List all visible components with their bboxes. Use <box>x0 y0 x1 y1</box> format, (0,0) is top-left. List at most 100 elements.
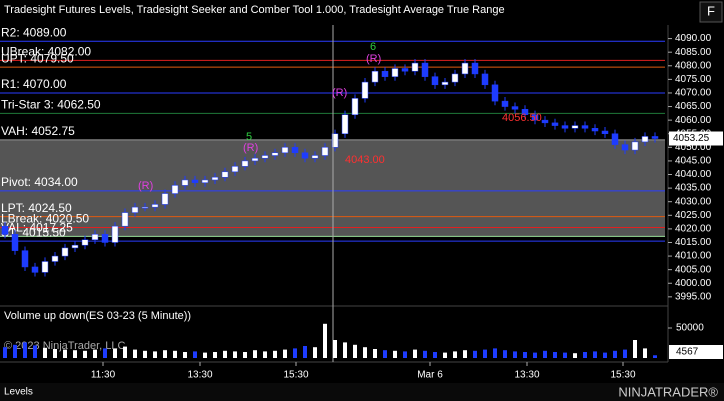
y-tick-label: 4060.00 <box>675 115 712 126</box>
y-tick-label: 4085.00 <box>675 47 712 58</box>
y-tick-label: 4050.00 <box>675 142 712 153</box>
volume-bar <box>543 350 547 358</box>
candle-body <box>601 130 609 134</box>
candle-body <box>271 152 279 156</box>
candle-body <box>331 133 339 148</box>
tab[interactable]: Levels <box>4 387 33 398</box>
volume-bar <box>263 351 267 358</box>
volume-bar <box>473 350 477 358</box>
volume-bar <box>93 349 97 358</box>
candle-body <box>591 128 599 132</box>
volume-bar <box>353 344 357 358</box>
volume-bar <box>223 350 227 358</box>
last-volume: 4567 <box>676 347 699 358</box>
candle-body <box>171 185 179 194</box>
candle-body <box>21 250 29 268</box>
y-tick-label: 4070.00 <box>675 88 712 99</box>
level-label: Pivot: 4034.00 <box>1 175 78 189</box>
level-label: R2: 4089.00 <box>1 25 67 39</box>
volume-bar <box>643 348 647 358</box>
candle-body <box>281 147 289 154</box>
candle-body <box>141 206 149 209</box>
tab-strip <box>0 383 724 401</box>
volume-bar <box>533 352 537 358</box>
candle-body <box>221 171 229 178</box>
volume-bar <box>423 350 427 358</box>
annotation: (R) <box>332 87 347 99</box>
volume-bar <box>583 352 587 358</box>
level-label: VAH: 4052.75 <box>1 124 75 138</box>
candle-body <box>91 234 99 241</box>
volume-bar <box>403 351 407 358</box>
volume-bar <box>153 351 157 358</box>
candle-body <box>651 136 659 139</box>
candle-body <box>501 100 509 107</box>
volume-bar <box>593 351 597 358</box>
candle-body <box>581 125 589 129</box>
volume-bar <box>453 351 457 358</box>
candle-body <box>321 147 329 156</box>
candle-body <box>11 234 19 251</box>
volume-bar <box>603 352 607 358</box>
candle-body <box>571 125 579 129</box>
candle-body <box>231 166 239 173</box>
candle-body <box>551 122 559 126</box>
candle-body <box>311 155 319 159</box>
candle-body <box>261 155 269 159</box>
y-tick-label: 3995.00 <box>675 291 712 302</box>
candle-body <box>361 81 369 99</box>
volume-bar <box>233 351 237 358</box>
candle-body <box>191 179 199 183</box>
candle-body <box>51 255 59 262</box>
annotation: (R) <box>243 142 258 154</box>
candle-body <box>241 160 249 167</box>
candle-body <box>61 247 69 257</box>
candle-body <box>541 119 549 124</box>
annotation: 5 <box>246 131 252 143</box>
volume-bar <box>293 348 297 358</box>
volume-bar <box>633 340 637 358</box>
button[interactable]: F <box>707 3 715 18</box>
volume-bar <box>383 350 387 358</box>
candle-body <box>641 136 649 143</box>
annotation: 6 <box>370 41 376 53</box>
volume-bar <box>463 350 467 358</box>
candle-body <box>1 225 9 235</box>
volume-bar <box>3 347 7 358</box>
candle-body <box>561 125 569 129</box>
volume-bar <box>393 350 397 358</box>
candle-body <box>101 234 109 243</box>
volume-bar <box>313 347 317 358</box>
candle-body <box>621 144 629 151</box>
candle-body <box>341 114 349 134</box>
volume-bar <box>613 350 617 358</box>
y-tick-label: 4045.00 <box>675 156 712 167</box>
volume-bar <box>623 349 627 358</box>
candle-body <box>211 176 219 181</box>
volume-bar <box>63 349 67 358</box>
y-tick-label: 4065.00 <box>675 101 712 112</box>
level-label: LBreak: 4020.50 <box>1 212 89 226</box>
level-label: R1: 4070.00 <box>1 77 67 91</box>
volume-bar <box>513 351 517 358</box>
y-tick-label: 4025.00 <box>675 210 712 221</box>
volume-bar <box>573 353 577 358</box>
y-tick-label: 4015.00 <box>675 237 712 248</box>
y-tick-label: 4075.00 <box>675 74 712 85</box>
candle-body <box>461 62 469 75</box>
volume-bar <box>13 344 17 358</box>
level-label: UPT: 4079.50 <box>1 51 74 65</box>
volume-bar <box>83 350 87 358</box>
annotation: (R) <box>366 53 381 65</box>
volume-bar <box>43 347 47 358</box>
y-tick-label: 4005.00 <box>675 264 712 275</box>
volume-bar <box>333 340 337 358</box>
volume-bar <box>23 342 27 358</box>
x-tick-label: 13:30 <box>514 370 539 381</box>
button-frame[interactable] <box>699 1 723 23</box>
volume-bar <box>273 350 277 358</box>
volume-bar <box>243 352 247 358</box>
volume-bar <box>193 351 197 358</box>
candle-body <box>521 109 529 115</box>
volume-bar <box>203 352 207 358</box>
